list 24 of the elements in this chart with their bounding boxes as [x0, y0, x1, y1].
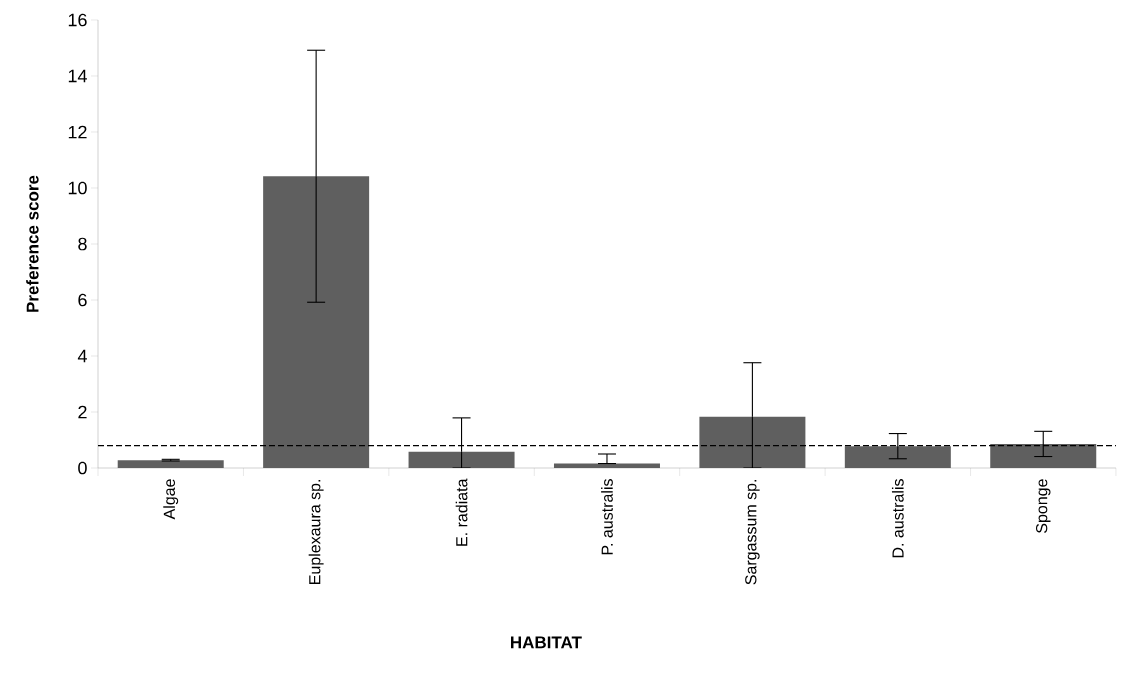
bar [844, 446, 951, 468]
y-tick-label: 14 [68, 69, 87, 83]
y-axis-title: Preference score [26, 175, 39, 312]
y-tick-label: 0 [78, 461, 87, 475]
x-tick-label: Euplexaura sp. [308, 480, 324, 584]
bar [699, 416, 806, 468]
bar [263, 176, 370, 468]
bar [117, 460, 224, 468]
y-tick-label: 12 [68, 125, 87, 139]
y-tick-label: 10 [68, 181, 87, 195]
x-tick-label: P. australis [601, 479, 613, 555]
y-tick-label: 6 [78, 293, 87, 307]
x-tick-label: Sponge [1036, 479, 1051, 533]
x-tick-label: D. australis [891, 479, 904, 558]
x-tick-label: Sargassum sp. [745, 480, 760, 585]
y-tick-label: 4 [77, 349, 87, 363]
x-tick-label: E. radiata [455, 478, 468, 546]
bar [408, 451, 515, 468]
y-tick-label: 8 [78, 237, 87, 251]
bar [990, 443, 1097, 468]
y-tick-label: 16 [68, 13, 87, 27]
x-tick-label: Algae [163, 479, 179, 520]
x-axis-title: HABITAT [511, 636, 582, 649]
y-tick-label: 2 [78, 405, 87, 419]
